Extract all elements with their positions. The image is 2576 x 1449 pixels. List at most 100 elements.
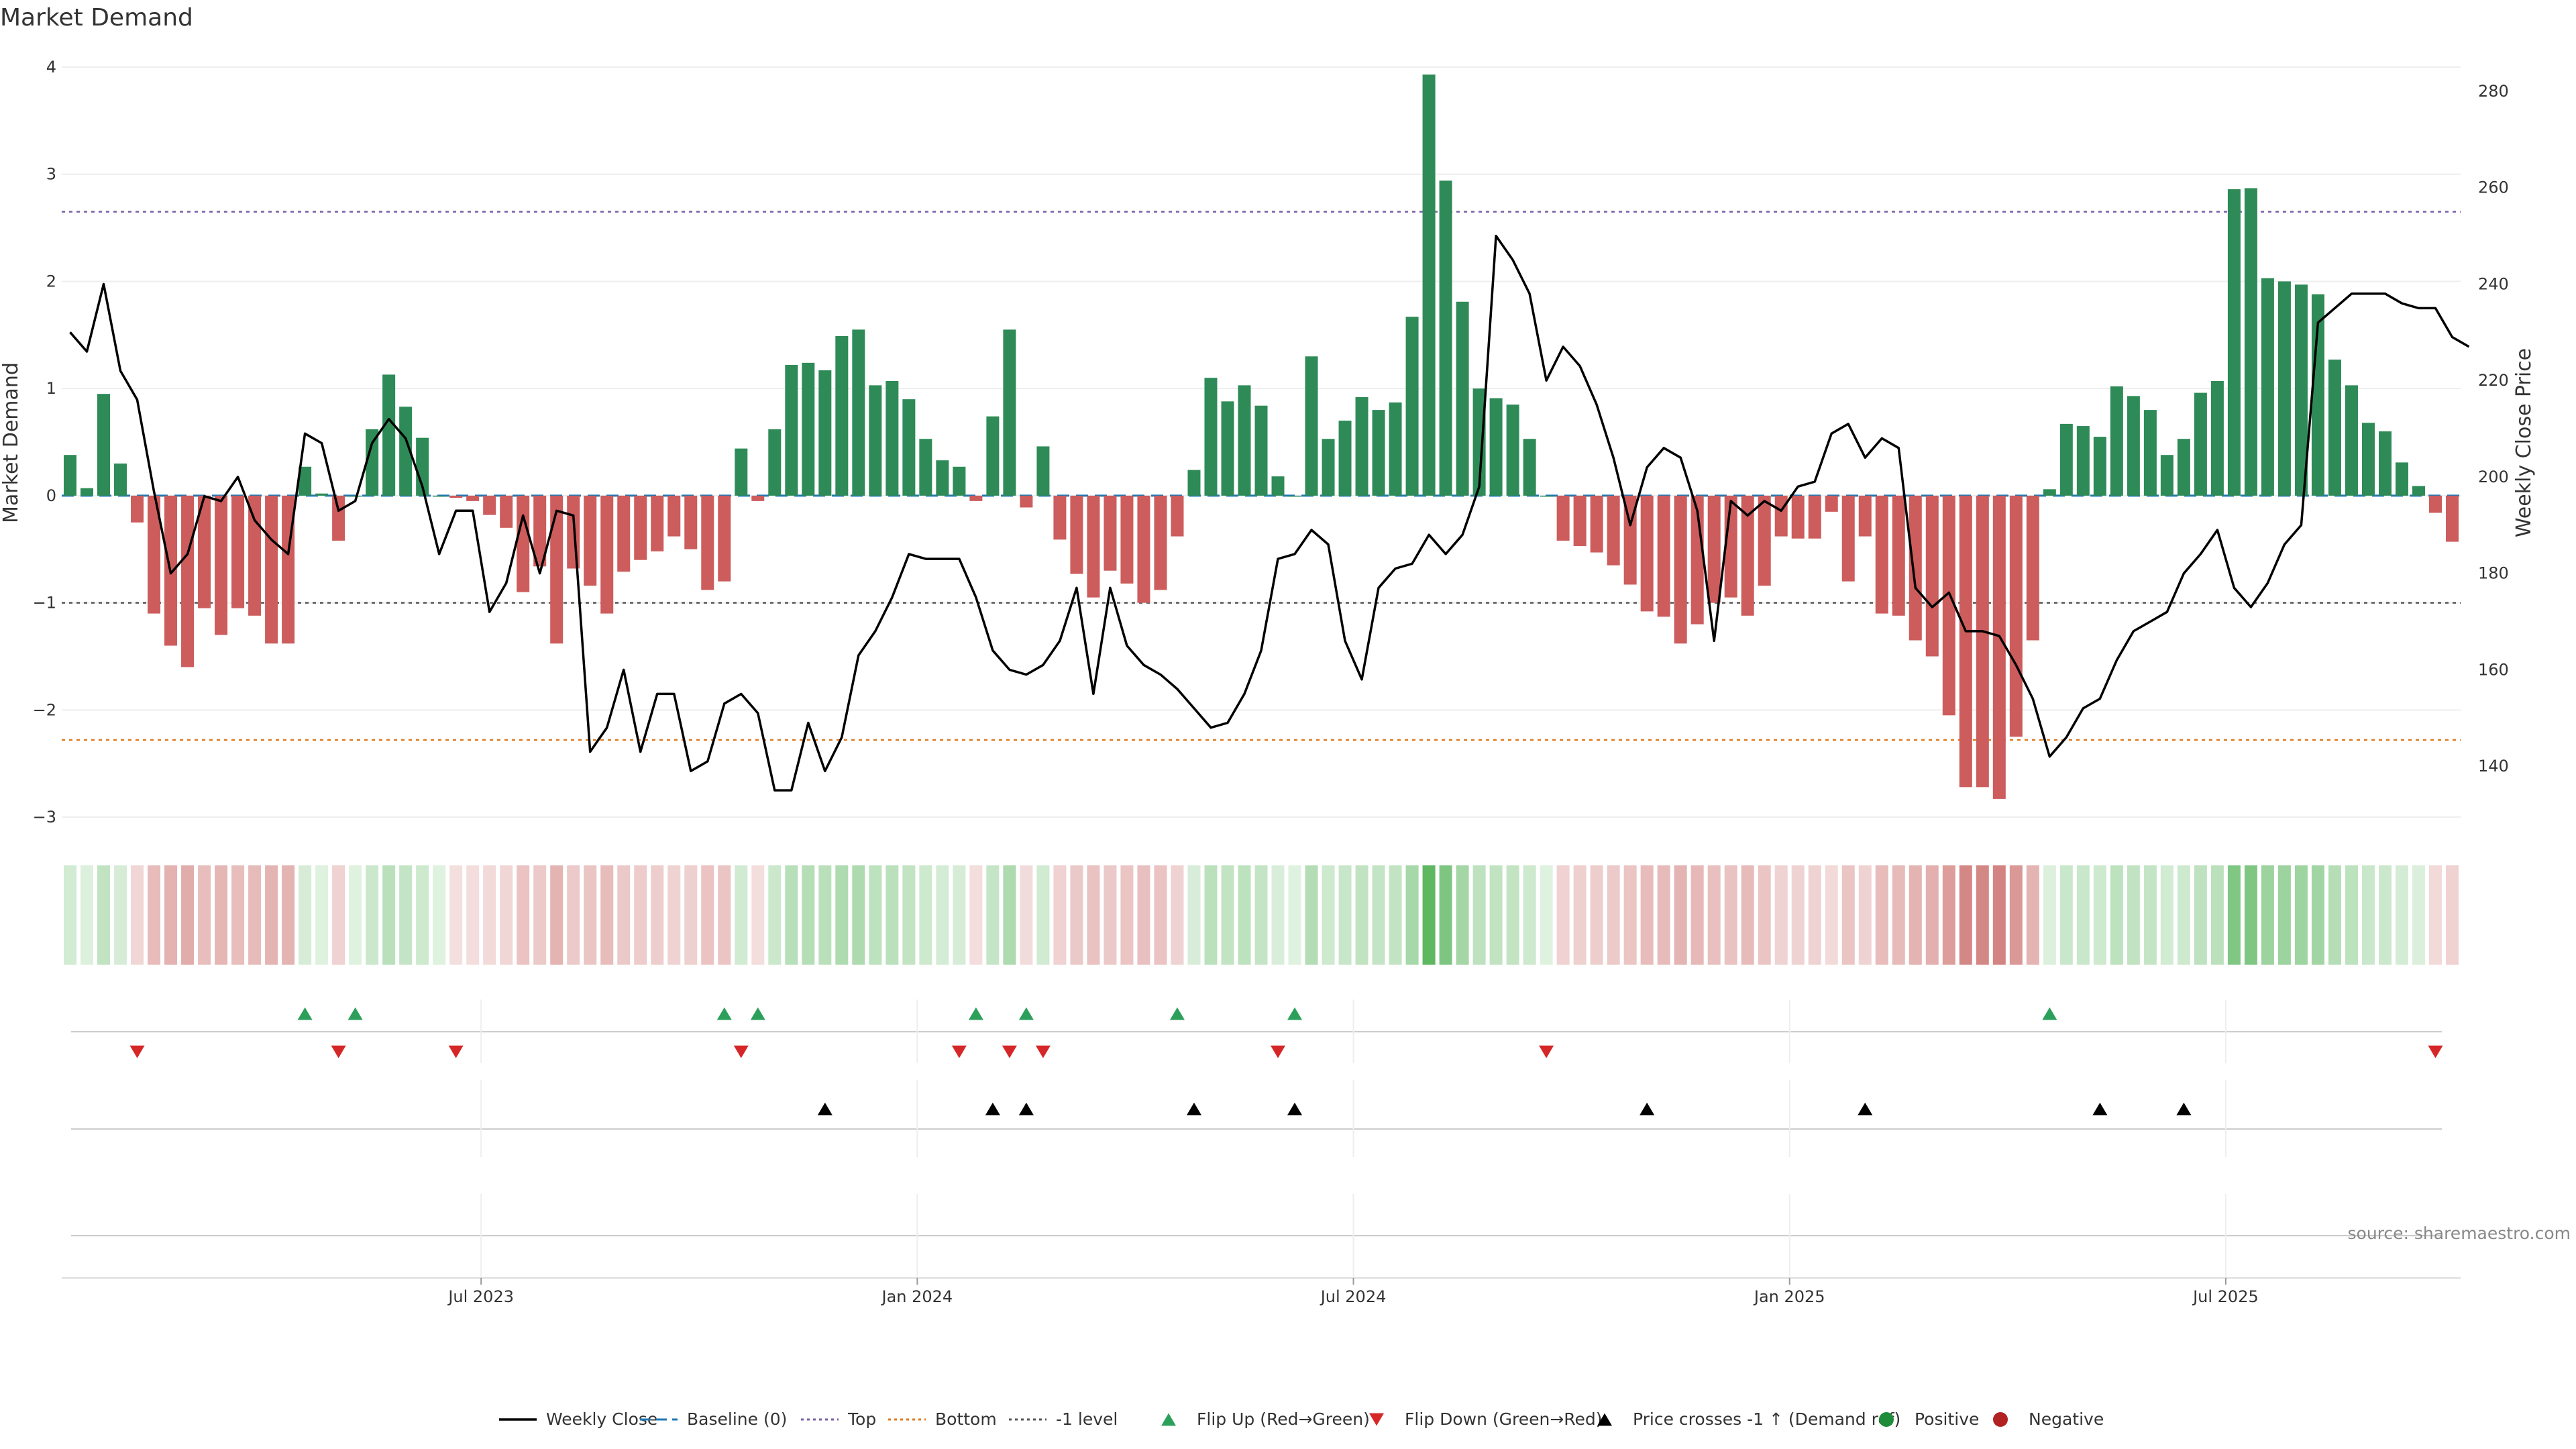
- negative-bar: [449, 495, 463, 498]
- heat-cell: [1036, 865, 1050, 965]
- heat-cell: [299, 865, 312, 965]
- legend-swatch: [1597, 1413, 1612, 1426]
- flip-up-marker: [297, 1007, 313, 1020]
- heat-cell: [215, 865, 228, 965]
- positive-bar: [885, 380, 899, 496]
- price-cross-marker: [2092, 1102, 2108, 1116]
- positive-bar: [416, 437, 429, 496]
- negative-bar: [1992, 495, 2006, 799]
- heat-cell: [1271, 865, 1285, 965]
- heat-cell: [1774, 865, 1788, 965]
- heat-cell: [198, 865, 211, 965]
- heat-cell: [114, 865, 127, 965]
- heat-cell: [2395, 865, 2408, 965]
- y-tick-label: −2: [33, 700, 56, 719]
- heat-cell: [1372, 865, 1385, 965]
- heat-cell: [231, 865, 245, 965]
- positive-bar: [1405, 317, 1419, 496]
- heat-cell: [1120, 865, 1134, 965]
- x-tick-label: Jul 2023: [447, 1287, 514, 1306]
- heat-cell: [1707, 865, 1721, 965]
- heat-cell: [969, 865, 983, 965]
- heat-cell: [282, 865, 295, 965]
- legend-swatch: [1369, 1413, 1384, 1426]
- positive-bar: [1372, 410, 1385, 496]
- negative-bar: [2026, 495, 2039, 641]
- heat-cell: [2160, 865, 2174, 965]
- price-line-group: [69, 234, 2470, 792]
- heat-cell: [2428, 865, 2442, 965]
- x-axis: Jul 2023 Jan 2024 Jul 2024 Jan 2025 Jul 2025: [62, 1277, 2461, 1306]
- negative-bar: [634, 495, 647, 560]
- heat-cell: [2361, 865, 2375, 965]
- demand-heatmap-strip: [64, 865, 2459, 965]
- heat-cell: [1020, 865, 1033, 965]
- positive-bar: [1036, 446, 1050, 496]
- heat-cell: [902, 865, 916, 965]
- positive-bar: [1322, 439, 1335, 496]
- heat-cell: [751, 865, 765, 965]
- negative-bar: [1087, 495, 1100, 598]
- negative-bar: [517, 495, 530, 592]
- heat-cell: [265, 865, 278, 965]
- legend-item: Negative: [1993, 1409, 2104, 1429]
- negative-bar: [1858, 495, 1872, 537]
- heat-cell: [1791, 865, 1805, 965]
- y-axis-ticks: −3 −2 −1 0 1 2 3 4: [33, 58, 56, 826]
- heat-cell: [1288, 865, 1301, 965]
- y-axis-label: Market Demand: [0, 362, 23, 523]
- positive-bar: [315, 493, 329, 496]
- legend-label: Price crosses -1 ↑ (Demand ref): [1633, 1409, 1900, 1429]
- heat-cell: [1992, 865, 2006, 965]
- negative-bar: [1171, 495, 1184, 537]
- positive-bar: [2127, 396, 2140, 496]
- heat-cell: [567, 865, 580, 965]
- heat-cell: [1489, 865, 1503, 965]
- positive-bar: [2177, 439, 2190, 496]
- heat-cell: [1573, 865, 1587, 965]
- positive-bar: [785, 365, 798, 496]
- negative-bar: [1590, 495, 1603, 553]
- flip-down-marker: [448, 1045, 464, 1059]
- legend-item: Baseline (0): [640, 1409, 787, 1429]
- y2-tick-label: 160: [2478, 660, 2509, 679]
- positive-bar: [818, 370, 832, 496]
- heat-cell: [768, 865, 782, 965]
- heat-cell: [885, 865, 899, 965]
- weekly-close-line: [69, 234, 2470, 792]
- positive-bar: [2093, 437, 2106, 496]
- flip-down-marker: [1035, 1045, 1051, 1059]
- negative-bar: [2428, 495, 2442, 513]
- positive-bar: [1439, 180, 1452, 496]
- heat-cell: [2227, 865, 2241, 965]
- heat-cell: [2026, 865, 2039, 965]
- positive-bar: [382, 374, 396, 496]
- positive-bar: [1003, 329, 1016, 496]
- heat-cell: [2009, 865, 2023, 965]
- heat-cell: [1976, 865, 1989, 965]
- positive-bar: [953, 466, 966, 496]
- heat-cell: [2261, 865, 2274, 965]
- y2-axis-label: Weekly Close Price: [2512, 348, 2536, 537]
- positive-bar: [2412, 486, 2425, 496]
- legend-item: Top: [801, 1409, 876, 1429]
- positive-bar: [1288, 495, 1301, 497]
- heat-cell: [1087, 865, 1100, 965]
- heat-cell: [1053, 865, 1067, 965]
- heat-cell: [2311, 865, 2324, 965]
- negative-bar: [466, 495, 480, 501]
- heat-cell: [1640, 865, 1654, 965]
- heat-cell: [2378, 865, 2392, 965]
- y-tick-label: 4: [46, 58, 56, 76]
- heat-cell: [332, 865, 345, 965]
- legend-item: -1 level: [1009, 1409, 1118, 1429]
- flip-up-marker: [716, 1007, 732, 1020]
- positive-bar: [2194, 392, 2207, 496]
- heat-cell: [2143, 865, 2157, 965]
- heat-cell: [2076, 865, 2090, 965]
- legend-item: Bottom: [888, 1409, 997, 1429]
- positive-bar: [852, 329, 865, 496]
- positive-bar: [2378, 431, 2392, 496]
- heat-cell: [1607, 865, 1620, 965]
